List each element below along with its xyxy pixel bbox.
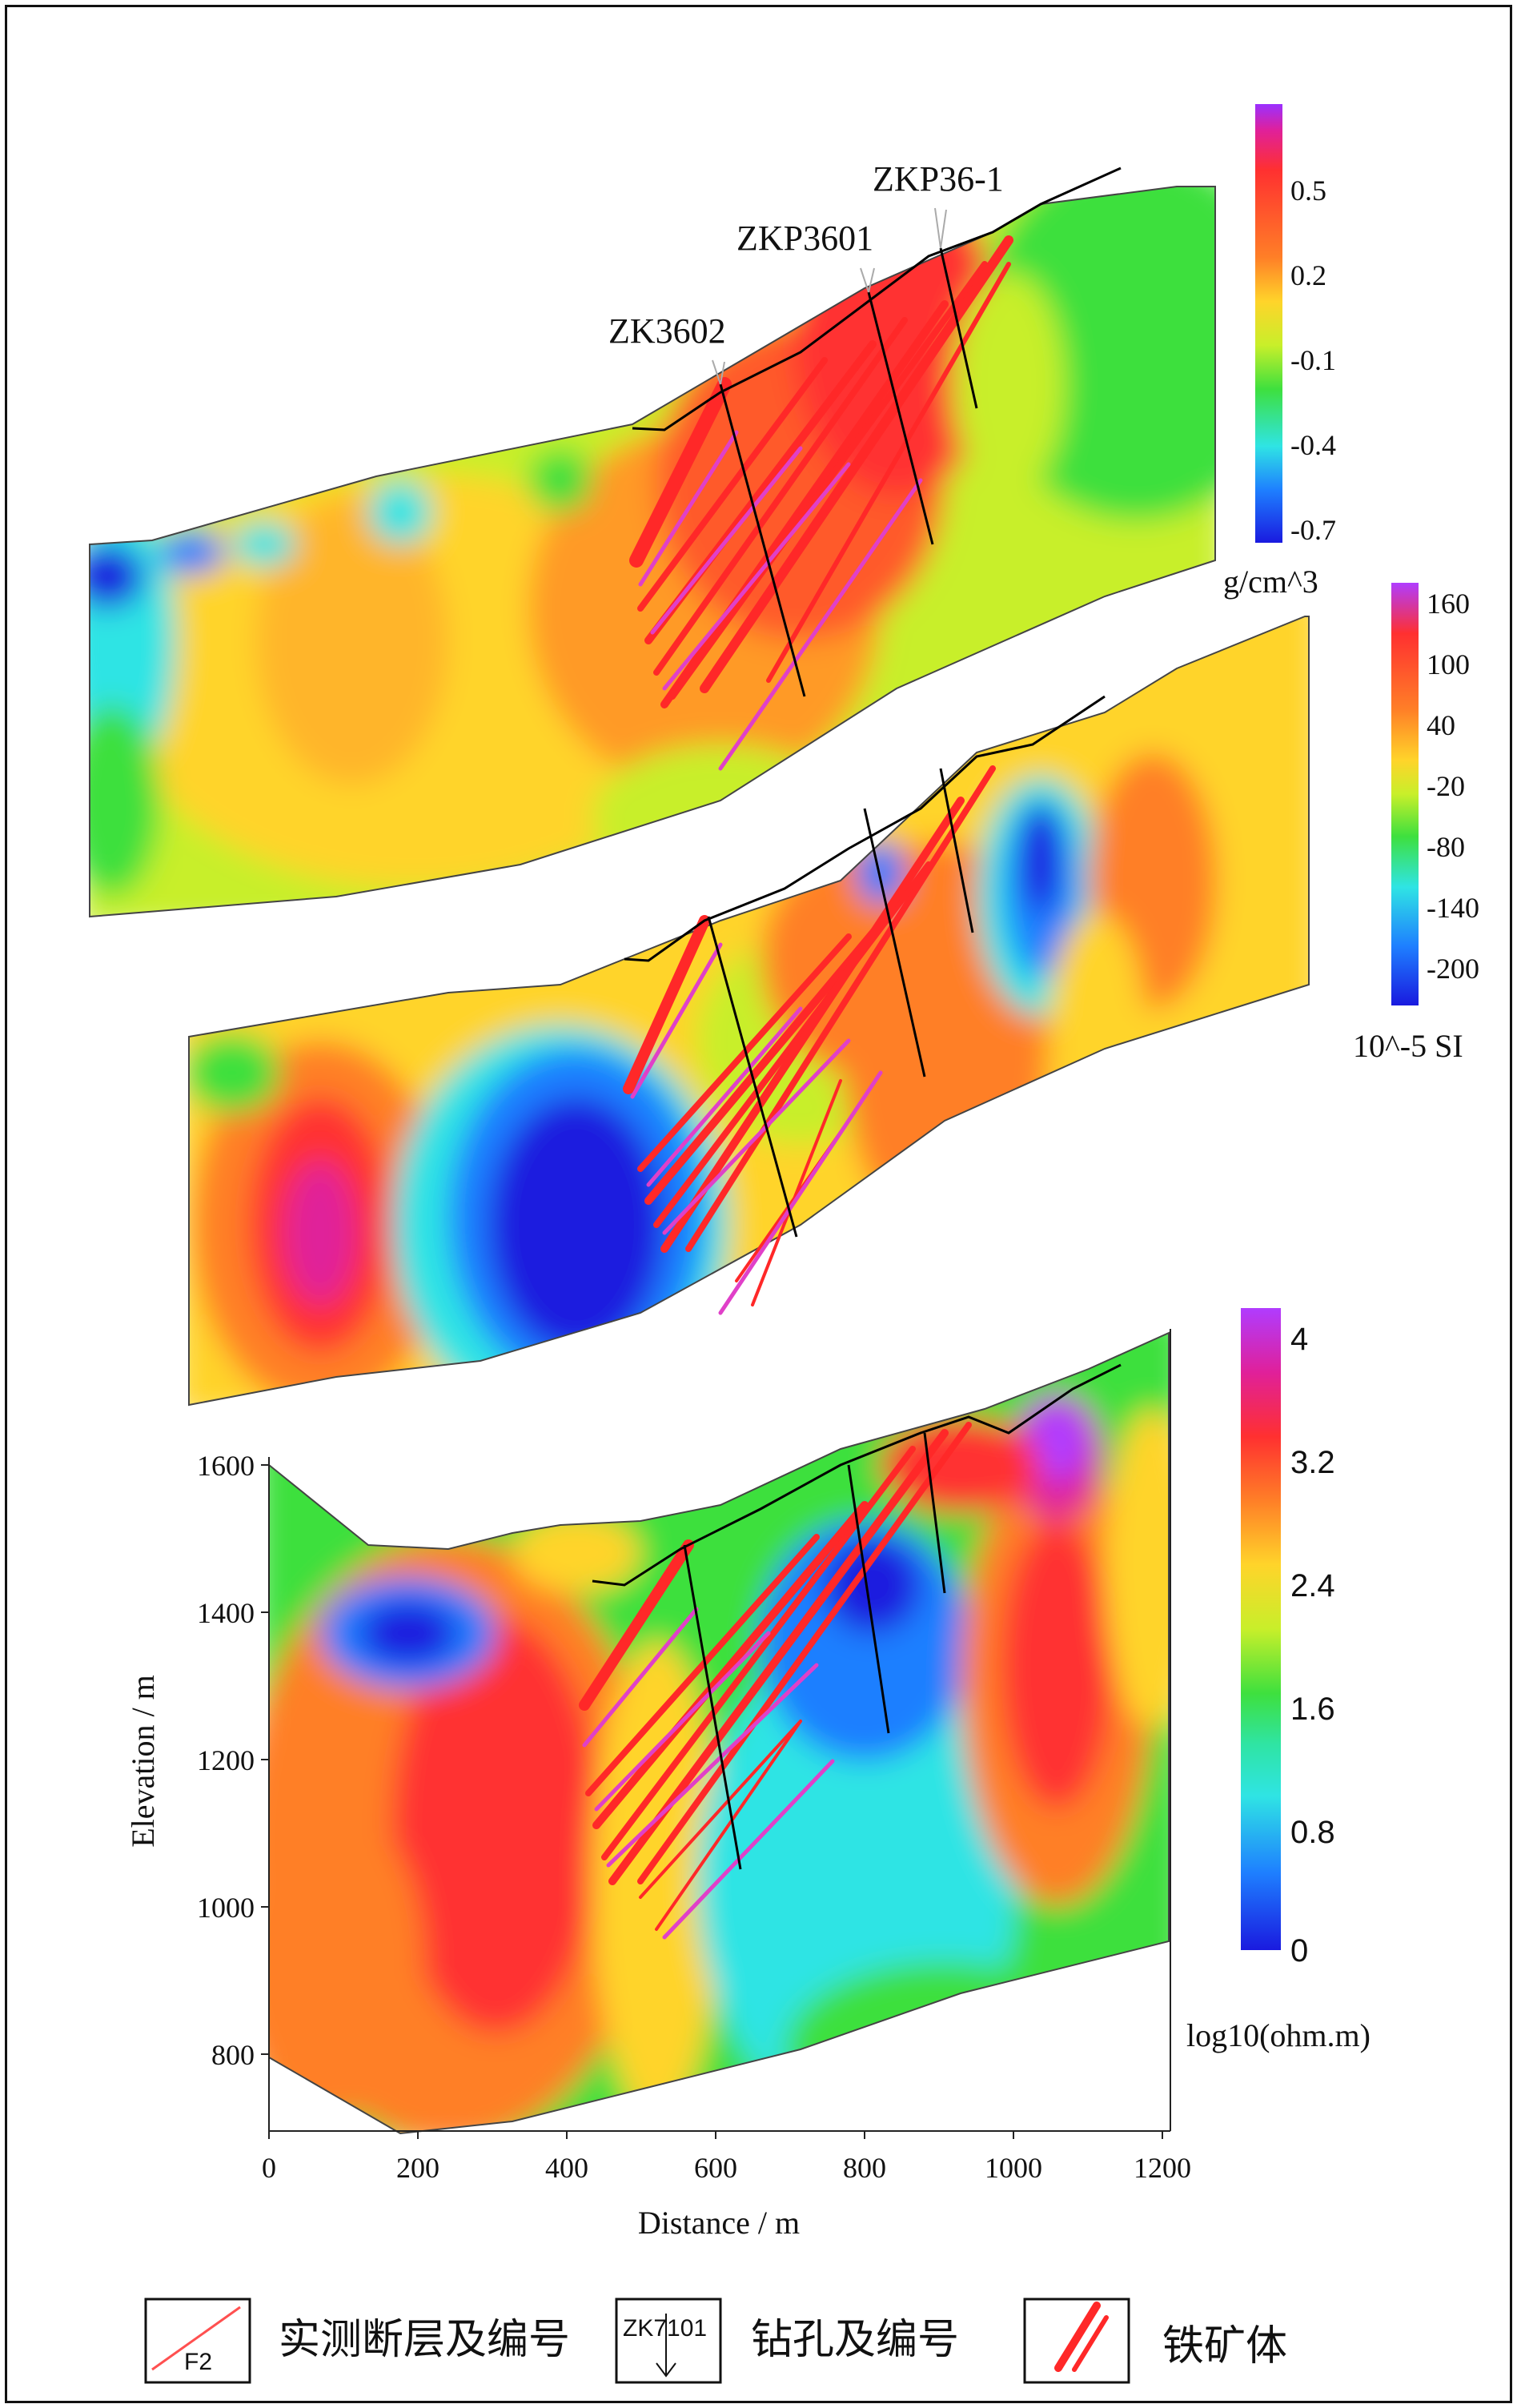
magnetic-unit: 10^-5 SI [1353, 1028, 1463, 1064]
resistivity-tick-2: 2.4 [1290, 1568, 1335, 1603]
resistivity-unit: log10(ohm.m) [1186, 2017, 1371, 2053]
y-tick-1400: 1400 [197, 1597, 255, 1629]
resistivity-colorbar: 4 3.2 2.4 1.6 0.8 0 log10(ohm.m) [1186, 1308, 1371, 2053]
x-tick-1000: 1000 [985, 2152, 1042, 2184]
magnetic-tick-6: -200 [1427, 953, 1479, 985]
gravity-colorbar: 0.5 0.2 -0.1 -0.4 -0.7 g/cm^3 [1223, 104, 1336, 600]
magnetic-tick-2: 40 [1427, 709, 1455, 741]
x-tick-0: 0 [262, 2152, 276, 2184]
magnetic-tick-3: -20 [1427, 770, 1465, 802]
x-tick-800: 800 [843, 2152, 886, 2184]
x-tick-1200: 1200 [1134, 2152, 1191, 2184]
legend-fault-label: 实测断层及编号 [279, 2317, 570, 2363]
gravity-section: ZK3602 ZKP3601 ZKP36-1 [89, 159, 1216, 918]
resistivity-axes [261, 1329, 1171, 2139]
resistivity-section: 1600 1400 1200 1000 800 0 200 400 600 80… [125, 1329, 1191, 2241]
legend: F2 实测断层及编号 ZK7101 钻孔及编号 铁矿体 [144, 2298, 1287, 2384]
gravity-tick-3: -0.4 [1290, 429, 1336, 461]
y-tick-1200: 1200 [197, 1744, 255, 1776]
resistivity-tick-5: 0 [1290, 1933, 1308, 1969]
gravity-unit: g/cm^3 [1223, 564, 1318, 600]
x-tick-200: 200 [396, 2152, 439, 2184]
resistivity-tick-1: 3.2 [1290, 1445, 1335, 1480]
gravity-tick-0: 0.5 [1290, 175, 1326, 207]
y-tick-1000: 1000 [197, 1892, 255, 1924]
magnetic-tick-1: 100 [1427, 648, 1470, 680]
x-axis-label: Distance / m [638, 2205, 800, 2241]
drill-label-zkp3601: ZKP3601 [736, 219, 873, 258]
legend-item-ore: 铁矿体 [1023, 2298, 1287, 2384]
y-tick-800: 800 [211, 2039, 255, 2071]
y-axis-label: Elevation / m [125, 1675, 161, 1848]
legend-drill-symbol-text: ZK7101 [623, 2315, 707, 2342]
magnetic-tick-0: 160 [1427, 588, 1470, 620]
drill-label-zkp36-1: ZKP36-1 [873, 159, 1004, 199]
x-tick-600: 600 [694, 2152, 737, 2184]
magnetic-tick-5: -140 [1427, 892, 1479, 924]
gravity-tick-4: -0.7 [1290, 514, 1336, 546]
legend-fault-symbol-text: F2 [184, 2349, 212, 2375]
legend-item-fault: F2 实测断层及编号 [144, 2298, 570, 2384]
legend-item-drill: ZK7101 钻孔及编号 [615, 2298, 959, 2384]
magnetic-tick-4: -80 [1427, 831, 1465, 863]
gravity-tick-1: 0.2 [1290, 259, 1326, 291]
resistivity-tick-4: 0.8 [1290, 1815, 1335, 1850]
gravity-tick-2: -0.1 [1290, 344, 1336, 376]
legend-ore-label: 铁矿体 [1162, 2323, 1287, 2370]
resistivity-tick-3: 1.6 [1290, 1692, 1335, 1727]
legend-drill-label: 钻孔及编号 [751, 2317, 959, 2363]
y-tick-1600: 1600 [197, 1450, 255, 1482]
resistivity-tick-0: 4 [1290, 1322, 1308, 1357]
figure-frame [5, 5, 1512, 2403]
magnetic-colorbar: 160 100 40 -20 -80 -140 -200 10^-5 SI [1353, 583, 1479, 1064]
drill-label-zk3602: ZK3602 [608, 311, 726, 351]
x-tick-400: 400 [545, 2152, 588, 2184]
